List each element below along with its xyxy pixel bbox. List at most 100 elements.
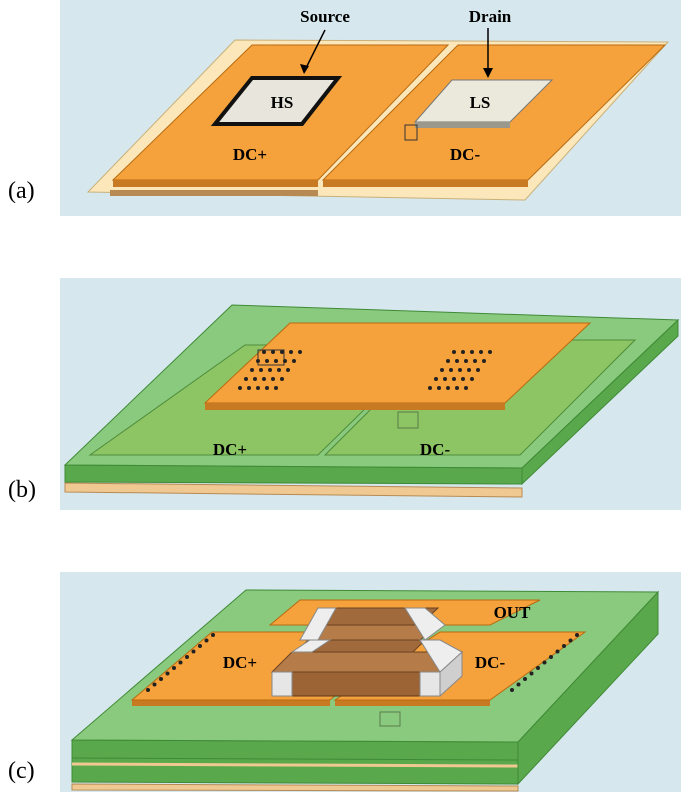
via	[440, 368, 444, 372]
hs-chip	[210, 76, 343, 126]
via	[250, 368, 254, 372]
via	[146, 688, 150, 692]
terminal	[290, 639, 332, 653]
layer-line	[71, 757, 519, 761]
via	[452, 350, 456, 354]
layer-line	[71, 762, 519, 768]
via	[256, 359, 260, 363]
via	[262, 377, 266, 381]
pad-edge	[323, 180, 528, 187]
dc-minus-label: DC-	[450, 145, 481, 164]
via-outline	[379, 711, 401, 727]
via	[568, 638, 573, 643]
via	[274, 386, 278, 390]
via	[283, 359, 287, 363]
via	[152, 682, 157, 687]
via	[289, 350, 293, 354]
via	[510, 688, 514, 692]
via	[247, 386, 251, 390]
out-label: OUT	[494, 603, 532, 622]
via	[271, 377, 275, 381]
via	[488, 350, 492, 354]
hs-label: HS	[271, 93, 294, 112]
via-array	[146, 633, 579, 692]
via	[458, 368, 462, 372]
via	[280, 350, 284, 354]
via	[482, 359, 486, 363]
pad-edge	[132, 700, 330, 706]
pad-edge	[113, 180, 318, 187]
terminal	[419, 671, 441, 697]
via	[455, 386, 459, 390]
via	[265, 386, 269, 390]
bottom-layer	[64, 482, 523, 498]
via	[529, 671, 534, 676]
via	[268, 368, 272, 372]
via	[455, 359, 459, 363]
dc-minus-label: DC-	[420, 440, 451, 459]
bond-pad	[404, 124, 418, 141]
dc-plus-label: DC+	[223, 653, 257, 672]
via	[464, 386, 468, 390]
via	[523, 677, 527, 681]
via	[549, 655, 553, 659]
panel-label: (c)	[8, 758, 35, 784]
via	[298, 350, 302, 354]
bottom-layer	[71, 783, 519, 792]
panel-label: (a)	[8, 178, 35, 204]
panel-c: OUT DC+ DC- (c)	[8, 572, 681, 792]
plate-edge	[205, 403, 505, 410]
bond-pad	[257, 349, 285, 366]
via	[461, 377, 465, 381]
dc-minus-label: DC-	[475, 653, 506, 672]
via	[428, 386, 432, 390]
via	[479, 350, 483, 354]
via	[555, 649, 560, 654]
via	[277, 368, 281, 372]
via	[446, 386, 450, 390]
via-outline	[397, 411, 419, 429]
terminal	[404, 607, 446, 641]
via	[449, 368, 453, 372]
terminal	[271, 671, 293, 697]
via	[446, 359, 450, 363]
panel-label: (b)	[8, 477, 36, 503]
panel-a: Source Drain HS LS DC+ DC- (a)	[8, 0, 681, 216]
arrow	[303, 29, 326, 73]
arrow-head	[300, 64, 309, 74]
via	[443, 377, 447, 381]
via	[286, 368, 290, 372]
via	[271, 350, 275, 354]
via	[473, 359, 477, 363]
capacitor-front	[271, 671, 441, 697]
via	[238, 386, 242, 390]
via	[259, 368, 263, 372]
board-side	[71, 739, 519, 785]
via	[476, 368, 480, 372]
via	[536, 666, 540, 670]
via	[292, 359, 296, 363]
via	[452, 377, 456, 381]
via	[434, 377, 438, 381]
via	[467, 368, 471, 372]
via-array	[238, 350, 492, 390]
via	[464, 359, 468, 363]
panel-b: DC+ DC- (b)	[8, 278, 681, 510]
via	[253, 377, 257, 381]
chip-edge	[415, 122, 510, 128]
via	[470, 350, 474, 354]
via	[575, 633, 579, 637]
via	[172, 666, 176, 670]
dc-plus-label: DC+	[213, 440, 247, 459]
via	[542, 660, 547, 665]
drain-label: Drain	[469, 7, 512, 26]
dc-plus-label: DC+	[233, 145, 267, 164]
via	[165, 671, 170, 676]
via	[516, 682, 521, 687]
arrow-head	[483, 68, 493, 78]
ls-label: LS	[470, 93, 491, 112]
source-label: Source	[300, 7, 350, 26]
via	[198, 644, 202, 648]
via	[562, 644, 566, 648]
via	[178, 660, 183, 665]
